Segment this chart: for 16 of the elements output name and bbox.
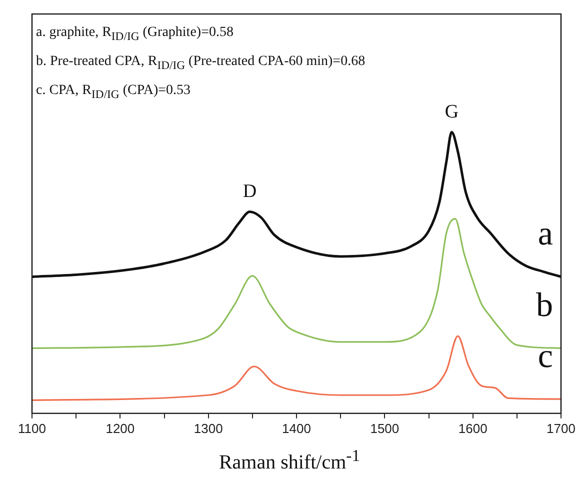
text: c. CPA, R$_{ID/IG}$ (CPA)=0.53	[36, 82, 192, 102]
text: b. Pre-treated CPA, R$_{ID/IG}$ (Pre-treated CPA-60 min)=0.68	[36, 52, 366, 74]
x-tick-label: 1300	[194, 420, 223, 436]
x-tick-label: 1700	[546, 420, 576, 436]
annotation: G	[444, 102, 459, 123]
x-tick-label: 1600	[458, 420, 488, 436]
annotation: D	[242, 181, 257, 202]
x-axis-title: Raman shift/cm$^{-1}$	[218, 446, 362, 475]
x-tick-label: 1200	[106, 420, 135, 436]
series-label: c	[538, 338, 553, 375]
x-tick-label: 1500	[370, 420, 400, 436]
series-label: a	[538, 216, 553, 253]
text: a. graphite, R$_{ID/IG}$ (Graphite)=0.58	[36, 24, 234, 45]
series-label: b	[536, 287, 553, 324]
x-tick-label: 1100	[18, 420, 46, 436]
x-tick-label: 1400	[282, 420, 311, 436]
